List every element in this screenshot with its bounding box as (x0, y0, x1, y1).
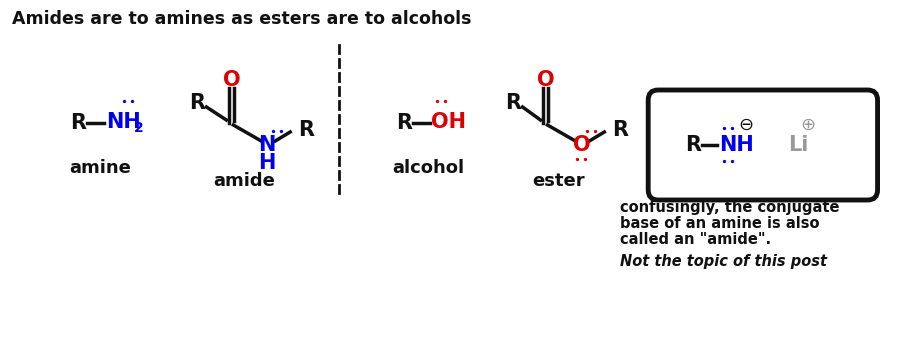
Text: called an "amide".: called an "amide". (621, 232, 771, 247)
Text: O: O (573, 135, 590, 155)
Text: amine: amine (69, 159, 131, 177)
FancyBboxPatch shape (649, 90, 878, 200)
Text: R: R (299, 120, 314, 140)
Text: ⊕: ⊕ (800, 116, 815, 134)
Text: H: H (259, 153, 276, 173)
Text: Li: Li (787, 135, 808, 155)
Text: O: O (223, 70, 240, 90)
Text: amide: amide (214, 172, 275, 190)
Text: ester: ester (532, 172, 584, 190)
Text: Amides are to amines as esters are to alcohols: Amides are to amines as esters are to al… (12, 10, 472, 28)
Text: ⊖: ⊖ (739, 116, 753, 134)
Text: R: R (612, 120, 629, 140)
Text: Not the topic of this post: Not the topic of this post (621, 254, 827, 269)
Text: 2: 2 (133, 121, 143, 135)
Text: R: R (506, 93, 521, 113)
Text: R: R (686, 135, 701, 155)
Text: confusingly, the conjugate: confusingly, the conjugate (621, 200, 840, 215)
Text: R: R (69, 113, 86, 133)
Text: NH: NH (106, 112, 141, 132)
Text: base of an amine is also: base of an amine is also (621, 216, 820, 231)
Text: OH: OH (431, 112, 465, 132)
Text: R: R (396, 113, 412, 133)
Text: N: N (259, 135, 276, 155)
Text: O: O (537, 70, 555, 90)
Text: NH: NH (719, 135, 754, 155)
Text: alcohol: alcohol (392, 159, 465, 177)
Text: R: R (189, 93, 206, 113)
